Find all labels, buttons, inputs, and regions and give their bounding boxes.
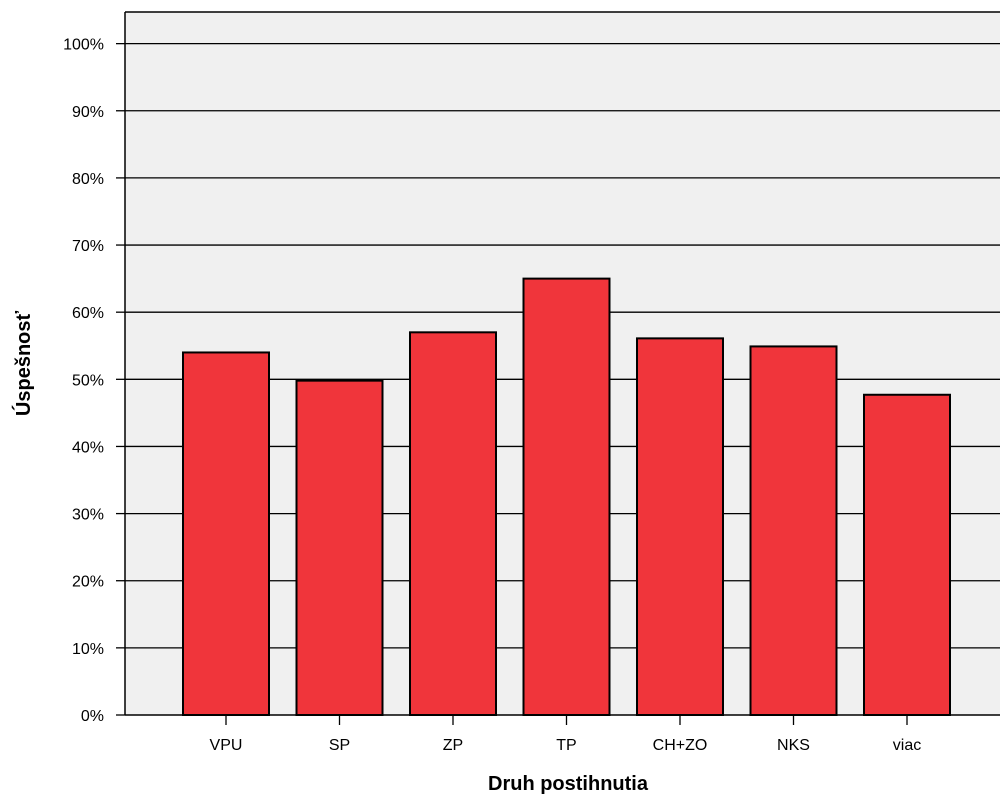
y-tick-label: 20% [72, 574, 104, 591]
y-tick-label: 40% [72, 439, 104, 456]
x-tick-label: TP [556, 737, 576, 754]
y-tick-label: 0% [81, 708, 104, 725]
x-tick-label: ZP [443, 737, 463, 754]
bar-viac [863, 393, 951, 716]
bar-nks [749, 345, 838, 716]
x-tick-label: NKS [777, 737, 810, 754]
y-axis-label: Úspešnosť [11, 311, 35, 417]
x-tick-label: CH+ZO [653, 737, 708, 754]
y-tick-label: 60% [72, 305, 104, 322]
bar-ch-zo [636, 337, 724, 716]
x-tick-label: VPU [210, 737, 243, 754]
x-tick-label: viac [893, 737, 921, 754]
axes [124, 11, 1000, 716]
x-tick-label: SP [329, 737, 350, 754]
bar-tp [522, 277, 611, 716]
y-tick-label: 90% [72, 104, 104, 121]
bar-vpu [182, 351, 270, 716]
y-axis-ticks: 0% 10% 20% 30% 40% 50% 60% 70% 80% 90% 100% [63, 37, 125, 725]
y-tick-label: 80% [72, 171, 104, 188]
y-tick-label: 10% [72, 641, 104, 658]
x-axis-label: Druh postihnutia [488, 773, 649, 795]
y-tick-label: 100% [63, 37, 104, 54]
y-tick-label: 70% [72, 238, 104, 255]
x-axis-ticks: VPU SP ZP TP CH+ZO NKS viac [210, 715, 921, 754]
bars [182, 277, 951, 716]
bar-zp [409, 331, 497, 716]
bar-sp [295, 379, 384, 716]
y-tick-label: 50% [72, 372, 104, 389]
y-tick-label: 30% [72, 507, 104, 524]
